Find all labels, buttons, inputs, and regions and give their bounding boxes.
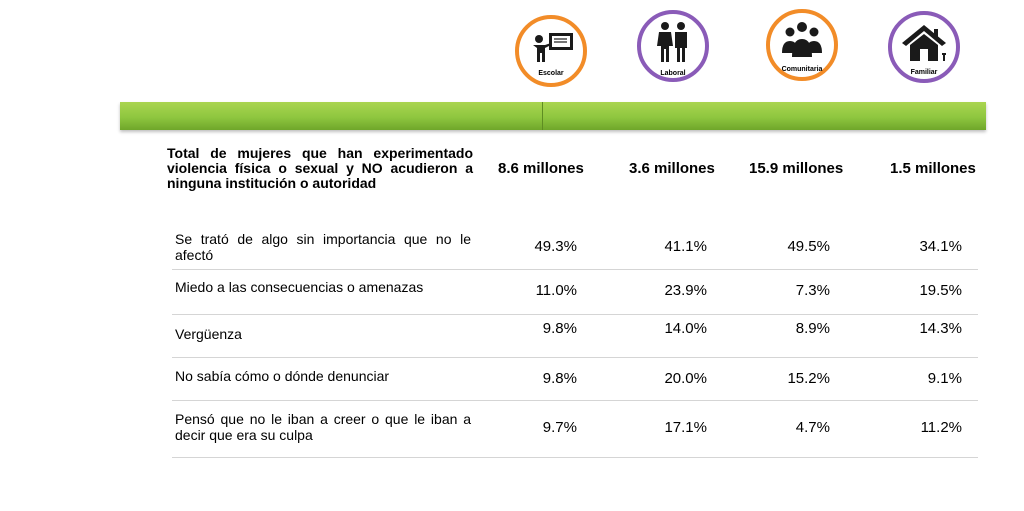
cell-comunitaria: 15.2% [787, 370, 830, 387]
total-value-escolar: 8.6 millones [498, 160, 584, 177]
comunitaria-label: Comunitaria [781, 66, 823, 73]
laboral-label: Laboral [660, 70, 686, 77]
reason-label: Pensó que no le iban a creer o que le ib… [175, 411, 471, 443]
total-row-label: Total de mujeres que han experimentado v… [167, 145, 473, 191]
cell-familiar: 14.3% [919, 320, 962, 337]
cell-escolar: 9.8% [542, 370, 577, 387]
house-icon [902, 25, 946, 61]
cell-familiar: 19.5% [919, 282, 962, 299]
cell-laboral: 41.1% [664, 238, 707, 255]
row-divider [172, 400, 978, 401]
total-value-comunitaria: 15.9 millones [749, 160, 844, 177]
cell-laboral: 23.9% [664, 282, 707, 299]
teacher-board-icon [533, 33, 573, 62]
header-bar-divider [542, 102, 543, 130]
cell-escolar: 49.3% [534, 238, 577, 255]
cell-comunitaria: 4.7% [795, 419, 830, 436]
row-divider [172, 269, 978, 270]
cell-escolar: 11.0% [535, 282, 577, 299]
total-value-laboral: 3.6 millones [629, 160, 715, 177]
cell-laboral: 20.0% [664, 370, 707, 387]
escolar-label: Escolar [538, 70, 564, 77]
header-bar [120, 102, 986, 130]
cell-escolar: 9.8% [542, 320, 577, 337]
businesspeople-icon [657, 22, 687, 62]
laboral-icon-badge: Laboral [637, 10, 709, 82]
reason-label: Vergüenza [175, 326, 242, 342]
reason-label: Miedo a las consecuencias o amenazas [175, 279, 424, 295]
row-divider [172, 357, 978, 358]
familiar-label: Familiar [910, 69, 938, 76]
cell-familiar: 9.1% [927, 370, 962, 387]
row-divider [172, 457, 978, 458]
cell-laboral: 17.1% [664, 419, 707, 436]
reason-label: Se trató de algo sin importancia que no … [175, 231, 471, 263]
cell-escolar: 9.7% [542, 419, 577, 436]
cell-comunitaria: 7.3% [795, 282, 830, 299]
total-value-familiar: 1.5 millones [890, 160, 976, 177]
community-group-icon [782, 22, 822, 57]
row-divider [172, 314, 978, 315]
cell-comunitaria: 8.9% [795, 320, 830, 337]
escolar-icon-badge: Escolar [515, 15, 587, 87]
familiar-icon-badge: Familiar [888, 11, 960, 83]
cell-comunitaria: 49.5% [787, 238, 830, 255]
comunitaria-icon-badge: Comunitaria [766, 9, 838, 81]
cell-laboral: 14.0% [664, 320, 707, 337]
reason-label: No sabía cómo o dónde denunciar [175, 368, 390, 384]
cell-familiar: 34.1% [919, 238, 962, 255]
cell-familiar: 11.2% [920, 419, 962, 436]
